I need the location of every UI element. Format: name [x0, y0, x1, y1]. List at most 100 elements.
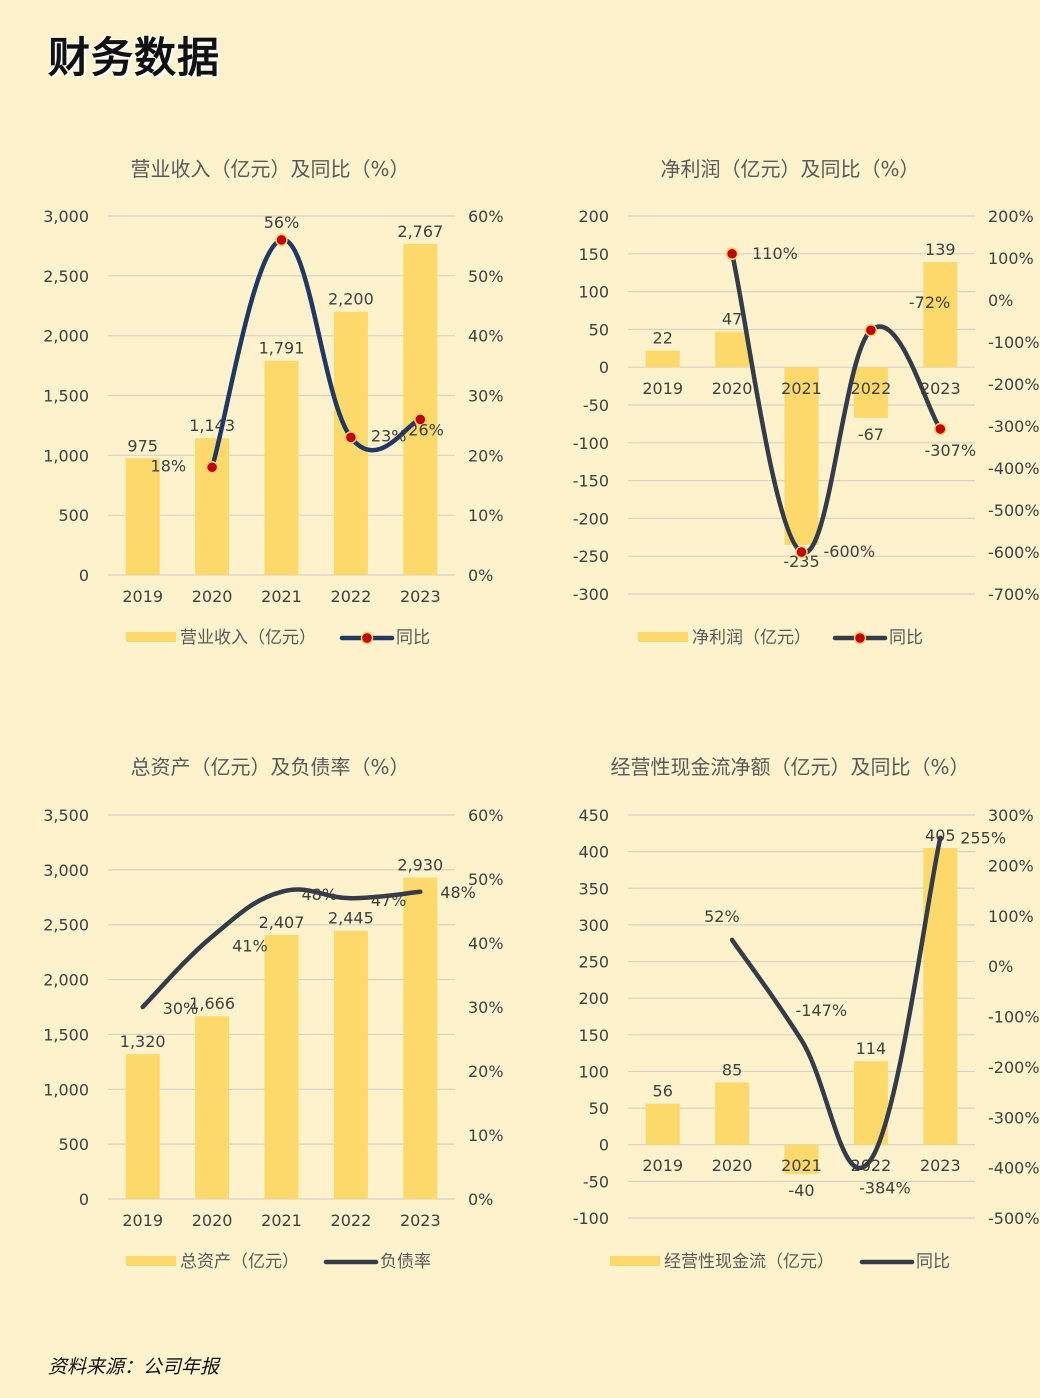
bar [645, 1103, 680, 1145]
total-assets-chart: 总资产（亿元）及负债率（%） 0 500 1,000 1,500 2,000 2,500 3,… [43, 755, 504, 1272]
line-series [729, 251, 943, 555]
bar [403, 243, 438, 575]
y-left-tick-label: 3,000 [43, 207, 89, 226]
x-category-label: 2021 [781, 1156, 822, 1175]
legend-line-marker [360, 631, 374, 645]
bar [923, 262, 958, 368]
y-left-tick-label: 450 [578, 806, 609, 825]
line-value-label: -384% [859, 1179, 911, 1198]
bar-value-label: 56 [653, 1082, 673, 1101]
line-value-label: 52% [704, 907, 740, 926]
legend-line-label: 同比 [396, 628, 430, 648]
line-series [729, 835, 943, 1171]
bar [784, 1144, 819, 1175]
line-value-label: -307% [925, 441, 977, 460]
line-point [344, 431, 358, 444]
y-right-tick-label: -500% [988, 1209, 1040, 1228]
y-right-tick-label: 40% [468, 934, 504, 953]
y-right-tick-label: 0% [468, 1190, 493, 1209]
bar [715, 331, 750, 368]
bar-value-label: 2,767 [397, 222, 443, 241]
y-right-tick-label: 300% [988, 806, 1034, 825]
chart-title: 净利润（亿元）及同比（%） [660, 157, 919, 181]
y-right-tick-label: 60% [468, 207, 504, 226]
bar [125, 1054, 160, 1199]
bar [715, 1082, 750, 1145]
y-right-tick-label: -600% [988, 543, 1040, 562]
x-category-label: 2022 [851, 1156, 892, 1175]
y-left-tick-label: 100 [578, 283, 609, 302]
bar-value-label: 1,143 [189, 416, 235, 435]
line-value-label: 48% [440, 883, 476, 902]
legend-bar-swatch [610, 1256, 660, 1266]
y-right-tick-label: 200% [988, 856, 1034, 875]
revenue-chart: 营业收入（亿元）及同比（%） 0 500 1,000 1,500 2,000 2,500 3,… [43, 157, 504, 648]
y-left-tick-label: 100 [578, 1062, 609, 1081]
y-left-tick-label: 0 [79, 566, 89, 585]
legend-bar-label: 总资产（亿元） [180, 1252, 299, 1272]
line-value-label: 26% [408, 420, 444, 439]
y-left-tick-label: 2,500 [43, 916, 89, 935]
line-value-label: 23% [371, 426, 407, 445]
x-category-label: 2019 [642, 379, 683, 398]
legend-line-label: 负债率 [380, 1252, 431, 1272]
y-right-tick-label: 30% [468, 387, 504, 406]
x-category-label: 2020 [712, 379, 753, 398]
line-point [205, 461, 219, 474]
operating-cash-flow-chart: 经营性现金流净额（亿元）及同比（%） -100 -50 0 50 100 150 200 250… [573, 755, 1040, 1272]
y-right-tick-label: 40% [468, 327, 504, 346]
y-left-tick-label: 2,500 [43, 267, 89, 286]
chart-title: 经营性现金流净额（亿元）及同比（%） [610, 755, 969, 779]
y-right-tick-label: 100% [988, 249, 1034, 268]
line-series [140, 887, 423, 1010]
y-right-tick-label: -200% [988, 375, 1040, 394]
y-left-tick-label: -150 [573, 472, 609, 491]
x-category-label: 2020 [192, 1211, 233, 1230]
line-point [934, 422, 947, 436]
y-left-tick-label: 350 [578, 879, 609, 898]
y-left-tick-label: -100 [573, 434, 609, 453]
bar-value-label: 975 [127, 436, 158, 455]
legend-bar-label: 净利润（亿元） [692, 628, 811, 648]
bar [784, 367, 819, 545]
bar-value-label: 1,320 [120, 1032, 166, 1051]
y-left-tick-label: -250 [573, 547, 609, 566]
y-left-tick-label: -300 [573, 585, 609, 604]
y-left-tick-label: 400 [578, 843, 609, 862]
y-left-tick-label: 2,000 [43, 327, 89, 346]
y-right-tick-label: -400% [988, 459, 1040, 478]
y-left-tick-label: 1,000 [43, 1080, 89, 1099]
source-note: 资料来源：公司年报 [48, 1356, 220, 1378]
y-right-tick-label: 60% [468, 806, 504, 825]
x-category-label: 2019 [642, 1156, 683, 1175]
y-right-tick-label: 200% [988, 207, 1034, 226]
y-right-tick-label: 50% [468, 870, 504, 889]
y-left-tick-label: 1,500 [43, 1025, 89, 1044]
y-left-tick-label: 0 [599, 1136, 609, 1155]
x-category-label: 2021 [261, 587, 302, 606]
y-left-tick-label: 150 [578, 245, 609, 264]
y-right-tick-label: 0% [988, 291, 1013, 310]
legend-bar-label: 营业收入（亿元） [180, 628, 316, 648]
legend-line-label: 同比 [889, 628, 923, 648]
line-series [209, 237, 423, 470]
legend-line-label: 同比 [916, 1252, 950, 1272]
x-category-label: 2023 [920, 379, 961, 398]
y-right-tick-label: -100% [988, 333, 1040, 352]
x-category-label: 2022 [331, 587, 372, 606]
legend-bar-swatch [126, 632, 176, 642]
bar-value-label: 2,930 [397, 856, 443, 875]
y-left-tick-label: 500 [58, 506, 89, 525]
line-point [414, 413, 427, 426]
legend-bar-swatch [126, 1256, 176, 1266]
y-right-tick-label: -300% [988, 1108, 1040, 1127]
bar [264, 360, 299, 575]
bar-value-label: 22 [653, 329, 673, 348]
bar [333, 930, 368, 1199]
y-left-tick-label: 0 [599, 358, 609, 377]
y-right-tick-label: -300% [988, 417, 1040, 436]
x-category-label: 2020 [192, 587, 233, 606]
line-point [795, 545, 808, 559]
y-right-tick-label: 100% [988, 907, 1034, 926]
x-category-label: 2019 [122, 1211, 163, 1230]
